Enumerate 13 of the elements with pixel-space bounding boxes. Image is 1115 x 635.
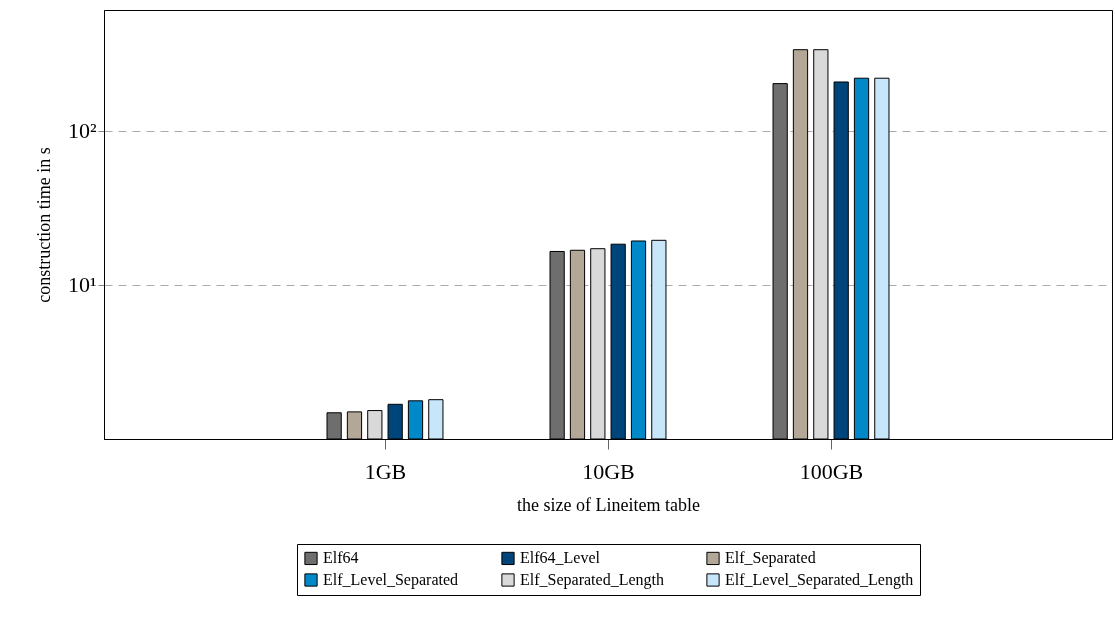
legend-label: Elf_Separated_Length: [520, 571, 664, 589]
y-tick-label: 10¹: [67, 272, 97, 298]
x-axis-title: the size of Lineitem table: [517, 494, 700, 515]
y-tick-label: 10²: [67, 118, 97, 144]
x-tick-label: 10GB: [582, 458, 635, 484]
y-axis-title: construction time in s: [33, 147, 54, 303]
legend-label: Elf_Level_Separated_Length: [725, 571, 914, 589]
legend-label: Elf64: [323, 549, 359, 567]
legend-label: Elf64_Level: [520, 549, 601, 567]
x-tick-label: 100GB: [799, 458, 864, 484]
x-tick-label: 1GB: [364, 458, 407, 484]
legend-label: Elf_Level_Separated: [323, 571, 459, 589]
legend-label: Elf_Separated: [725, 549, 816, 568]
